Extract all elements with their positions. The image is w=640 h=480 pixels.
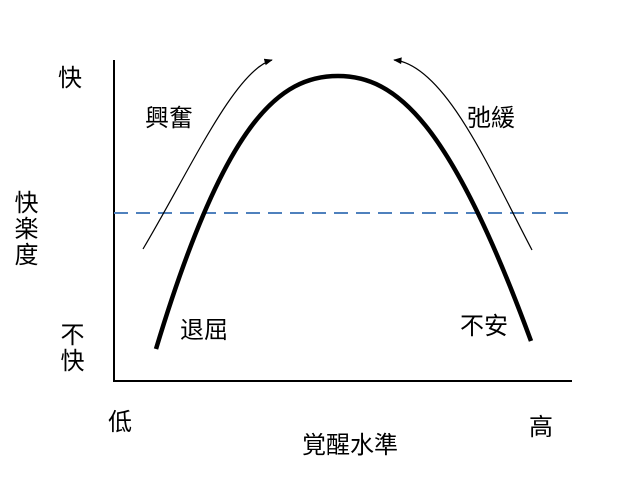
excitement-arrow	[142, 58, 273, 250]
region-anxiety: 不安	[460, 312, 508, 340]
y-axis-label: 快楽度	[10, 190, 38, 268]
y-axis-top-label: 快	[58, 64, 82, 92]
x-axis-label: 覚醒水準	[302, 431, 398, 459]
inverted-u-curve	[153, 73, 534, 350]
region-boredom: 退屈	[180, 316, 228, 344]
y-axis-bottom-label: 不快	[56, 322, 84, 374]
x-axis-high-label: 高	[529, 413, 553, 441]
x-axis-low-label: 低	[108, 408, 132, 436]
region-relaxation: 弛緩	[467, 104, 515, 132]
region-excitement: 興奮	[145, 104, 193, 132]
relaxation-arrow	[393, 57, 533, 251]
